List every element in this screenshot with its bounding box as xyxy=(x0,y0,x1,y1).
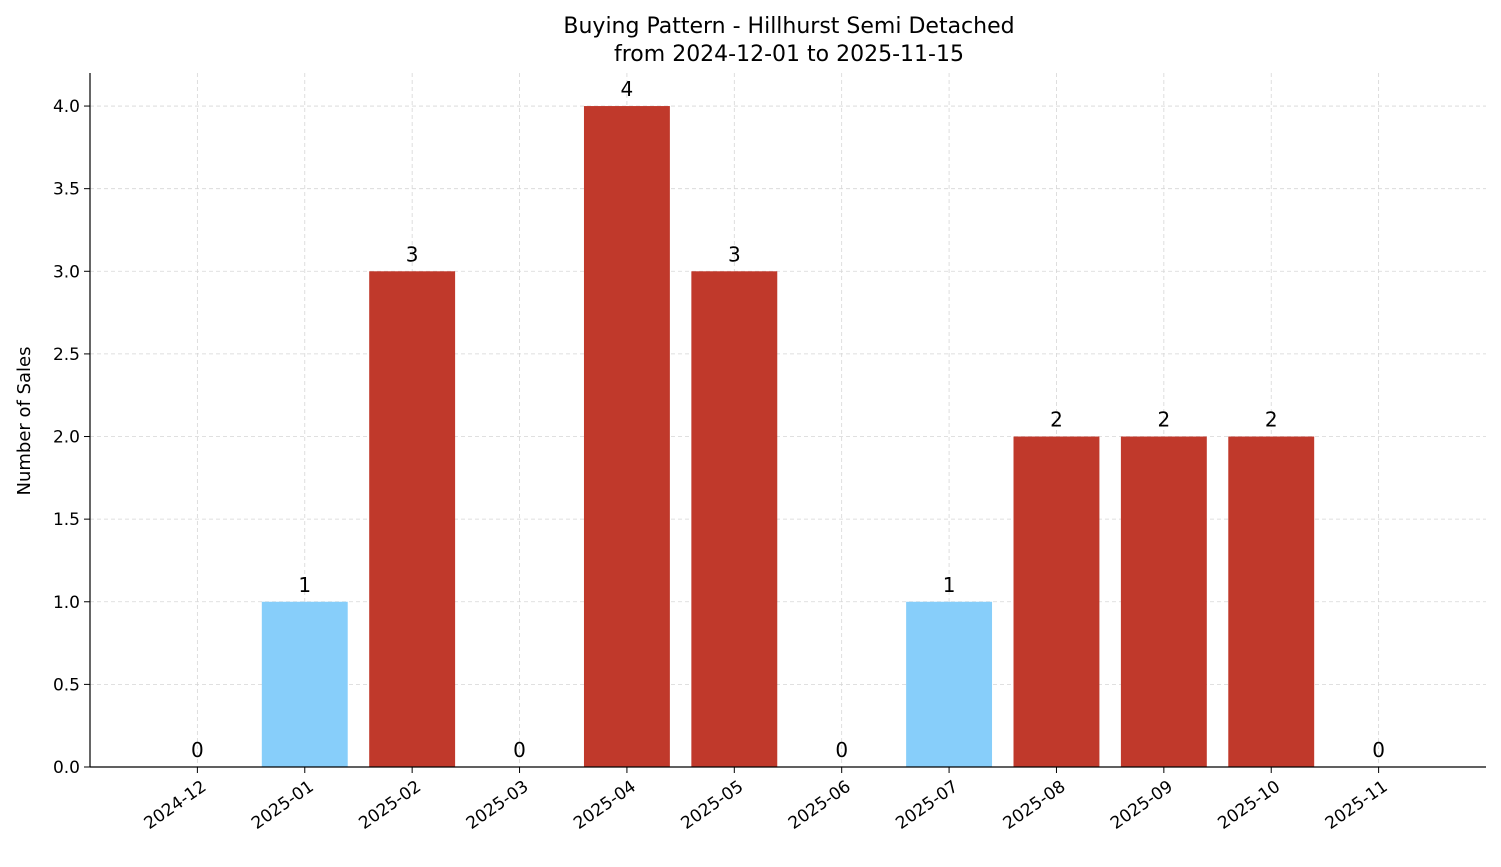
x-tick-label: 2025-11 xyxy=(1322,777,1392,834)
x-tick-label: 2025-06 xyxy=(785,777,855,834)
x-tick-label: 2025-08 xyxy=(1000,777,1070,834)
x-tick-label: 2025-03 xyxy=(463,777,533,834)
chart-title: Buying Pattern - Hillhurst Semi Detached xyxy=(563,14,1014,39)
bar-2025-04 xyxy=(583,106,670,768)
x-tick-label: 2025-05 xyxy=(678,777,748,834)
bar-2025-01 xyxy=(261,601,348,767)
data-label: 2 xyxy=(1050,408,1063,432)
bar-2025-05 xyxy=(691,271,778,767)
y-tick-label: 0.5 xyxy=(53,675,80,695)
bar-2025-10 xyxy=(1228,436,1315,767)
x-tick-label: 2025-04 xyxy=(570,777,640,834)
bar-2025-07 xyxy=(906,601,993,767)
y-tick-label: 0.0 xyxy=(53,758,80,778)
y-tick-label: 3.0 xyxy=(53,262,80,282)
y-axis-label: Number of Sales xyxy=(14,346,35,495)
bar-2025-09 xyxy=(1120,436,1207,767)
y-tick-label: 1.5 xyxy=(53,510,80,530)
y-tick-label: 4.0 xyxy=(53,97,80,117)
y-tick-label: 2.5 xyxy=(53,345,80,365)
x-tick-label: 2025-09 xyxy=(1107,777,1177,834)
data-label: 0 xyxy=(513,738,526,762)
data-label: 0 xyxy=(191,738,204,762)
x-tick-label: 2024-12 xyxy=(141,777,211,834)
data-label: 2 xyxy=(1265,408,1278,432)
y-tick-label: 1.0 xyxy=(53,593,80,613)
data-label: 2 xyxy=(1157,408,1170,432)
bar-2025-08 xyxy=(1013,436,1100,767)
x-tick-label: 2025-02 xyxy=(355,777,425,834)
data-label: 0 xyxy=(835,738,848,762)
chart-subtitle: from 2024-12-01 to 2025-11-15 xyxy=(614,42,964,67)
y-tick-label: 3.5 xyxy=(53,180,80,200)
data-label: 1 xyxy=(943,573,956,597)
x-tick-label: 2025-10 xyxy=(1214,777,1284,834)
data-label: 3 xyxy=(406,242,419,266)
y-tick-label: 2.0 xyxy=(53,428,80,448)
data-label: 4 xyxy=(621,77,634,101)
x-tick-label: 2025-07 xyxy=(892,777,962,834)
bar-2025-02 xyxy=(369,271,456,767)
data-label: 0 xyxy=(1372,738,1385,762)
data-label: 1 xyxy=(298,573,311,597)
data-label: 3 xyxy=(728,242,741,266)
x-tick-label: 2025-01 xyxy=(248,777,318,834)
